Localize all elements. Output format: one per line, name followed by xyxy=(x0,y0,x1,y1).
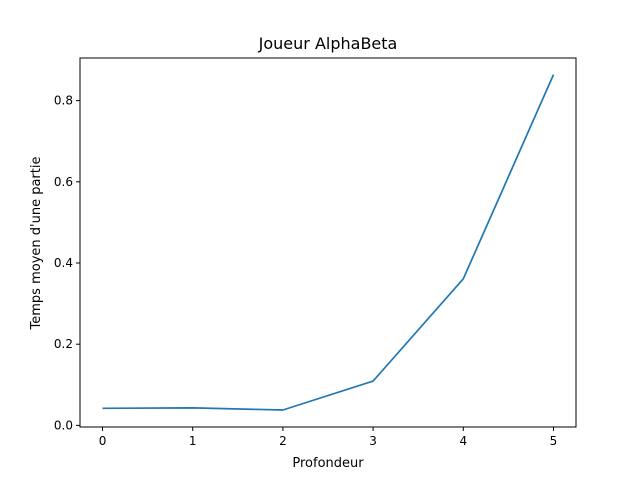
plot-area: 0 1 2 3 4 5 0.0 0.2 0.4 0.6 0.8 xyxy=(54,57,577,448)
x-axis-ticks: 0 1 2 3 4 5 xyxy=(99,427,558,448)
y-tick-label: 0.2 xyxy=(54,337,73,351)
y-tick-label: 0.8 xyxy=(54,94,73,108)
y-axis-ticks: 0.0 0.2 0.4 0.6 0.8 xyxy=(54,94,80,432)
x-tick-label: 5 xyxy=(550,434,558,448)
y-tick-label: 0.4 xyxy=(54,256,73,270)
x-tick-label: 1 xyxy=(189,434,197,448)
axes-frame xyxy=(79,57,577,428)
x-tick-label: 0 xyxy=(99,434,107,448)
x-tick-label: 4 xyxy=(459,434,467,448)
y-tick-label: 0.6 xyxy=(54,175,73,189)
series-line xyxy=(102,74,555,411)
y-tick-label: 0.0 xyxy=(54,418,73,432)
y-axis-label: Temps moyen d'une partie xyxy=(29,157,44,331)
x-tick-label: 2 xyxy=(279,434,287,448)
series-group xyxy=(102,74,555,411)
x-axis-label: Profondeur xyxy=(292,456,364,471)
x-tick-label: 3 xyxy=(369,434,377,448)
chart-title: Joueur AlphaBeta xyxy=(258,34,398,53)
